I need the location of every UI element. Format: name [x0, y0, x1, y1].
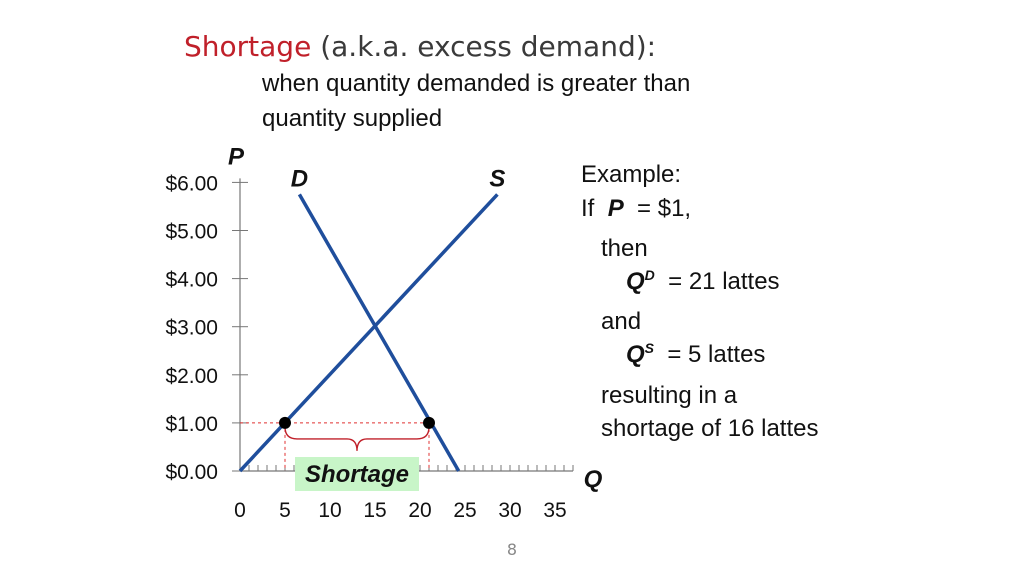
curve-s: [238, 193, 499, 473]
equilibrium-point-marker: [279, 416, 291, 429]
x-tick-label: 25: [453, 499, 476, 522]
example-qs-line: QS = 5 lattes: [626, 340, 766, 369]
page-title: Shortage (a.k.a. excess demand):: [184, 30, 656, 63]
y-axis-label: P: [228, 143, 245, 170]
example-result-line-1: resulting in a: [601, 382, 738, 409]
x-tick-label: 5: [279, 499, 291, 522]
x-tick-label: 10: [318, 499, 341, 522]
example-qs-symbol: Q: [626, 341, 645, 368]
shortage-box: [295, 457, 419, 491]
subtitle-line-2: quantity supplied: [262, 105, 443, 132]
y-tick-label: $3.00: [165, 317, 218, 340]
x-axis-label: Q: [584, 466, 603, 493]
example-qd-sup: D: [644, 267, 655, 283]
y-tick-label: $0.00: [165, 461, 218, 484]
example-qd-value: = 21 lattes: [668, 268, 780, 295]
page-number: 8: [506, 540, 518, 559]
example-result-line-2: shortage of 16 lattes: [601, 415, 819, 442]
y-tick-label: $1.00: [165, 413, 218, 436]
example-qs-sup: S: [644, 340, 655, 356]
curve-label-d: D: [291, 165, 308, 192]
example-and: and: [601, 308, 642, 335]
example-p-symbol: P: [607, 195, 624, 222]
subtitle-line-1: when quantity demanded is greater than: [262, 70, 691, 97]
example-qd-line: QD = 21 lattes: [626, 267, 780, 296]
curve-label-s: S: [489, 165, 505, 192]
y-tick-label: $5.00: [165, 221, 218, 244]
y-tick-label: $4.00: [165, 269, 218, 292]
y-tick-label: $6.00: [165, 172, 218, 195]
example-p-value: = $1,: [637, 195, 692, 222]
example-if-word: If: [581, 195, 595, 222]
y-tick-label: $2.00: [165, 365, 218, 388]
title-highlight: Shortage: [184, 30, 312, 63]
example-then: then: [601, 235, 648, 262]
x-tick-label: 20: [408, 499, 431, 522]
x-tick-label: 35: [543, 499, 566, 522]
curve-d: [297, 193, 461, 472]
example-label: Example:: [581, 161, 682, 188]
example-if-line: If P = $1,: [581, 195, 691, 223]
x-tick-label: 30: [498, 499, 521, 522]
example-qd-symbol: Q: [626, 268, 645, 295]
subtitle: when quantity demanded is greater than q…: [262, 66, 690, 136]
equilibrium-point-marker: [423, 416, 435, 429]
shortage-label: Shortage: [305, 461, 409, 488]
shortage-brace: [284, 426, 430, 451]
x-tick-label: 0: [234, 499, 246, 522]
x-tick-label: 15: [363, 499, 386, 522]
example-qs-value: = 5 lattes: [667, 341, 766, 368]
title-rest: (a.k.a. excess demand):: [311, 30, 657, 63]
